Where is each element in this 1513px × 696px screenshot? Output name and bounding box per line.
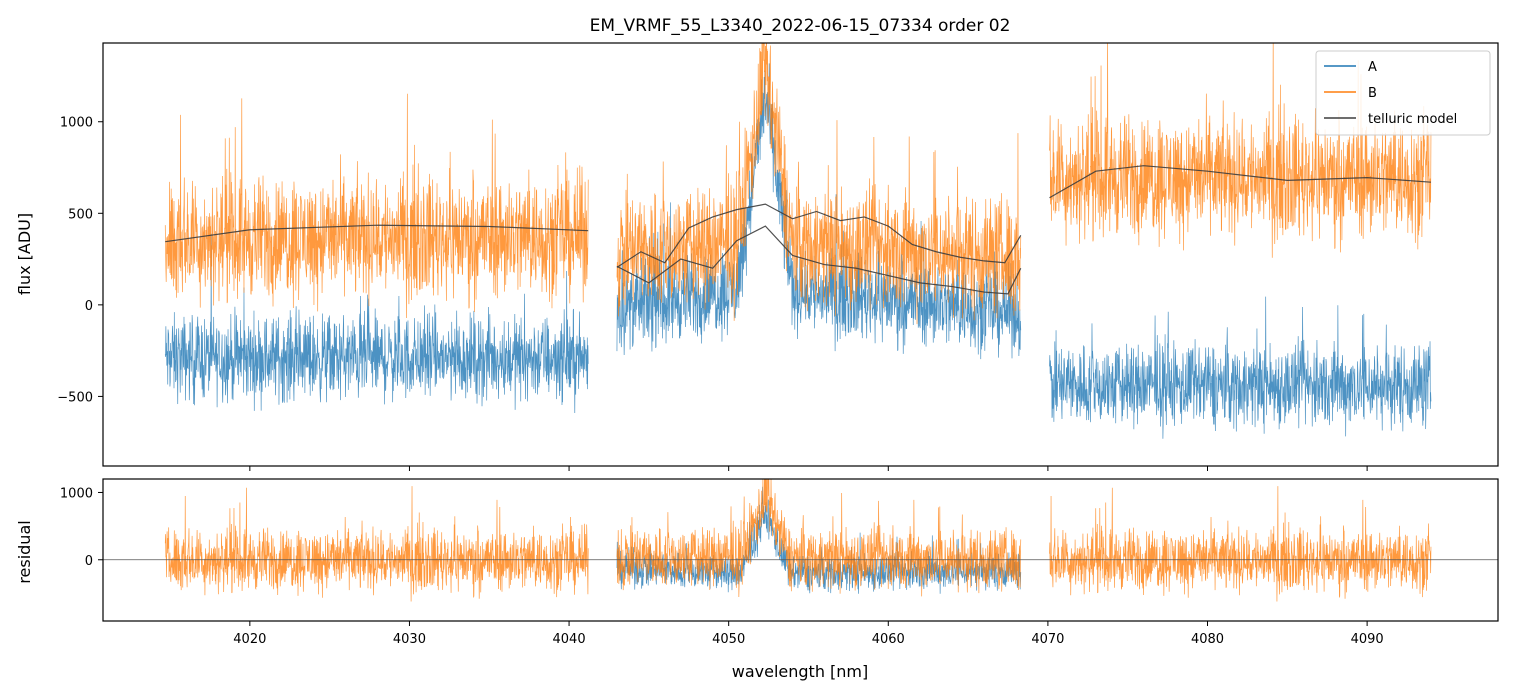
x-tick-label: 4020	[233, 632, 266, 647]
x-tick-label: 4030	[393, 632, 426, 647]
residual-axes-frame	[102, 478, 1499, 622]
residual-plot-area	[103, 479, 1498, 602]
flux-plot-area	[164, 43, 1432, 439]
x-tick-label: 4050	[712, 632, 745, 647]
legend-label-a: A	[1368, 60, 1377, 75]
flux-panel: 1000 500 0 −500 flux [ADU] A B telluric mod…	[15, 42, 1499, 471]
telluric-model-line	[616, 225, 1022, 295]
x-tick-label: 4090	[1351, 632, 1384, 647]
residual-y-ticks: 1000 0	[60, 486, 103, 569]
residual-y-axis-label: residual	[15, 520, 34, 583]
series-b-line	[1049, 486, 1432, 602]
residual-panel: 1000 0 4020 4030 4040 4050 4060 4070 4080 4090 r…	[15, 478, 1499, 647]
series-b-line	[164, 486, 589, 602]
series-b-line	[616, 43, 1022, 325]
flux-y-ticks: 1000 500 0 −500	[57, 116, 103, 405]
series-b-line	[616, 479, 1022, 597]
chart-title: EM_VRMF_55_L3340_2022-06-15_07334 order …	[590, 16, 1011, 36]
x-axis-label: wavelength [nm]	[732, 662, 869, 681]
series-a-line	[164, 233, 589, 413]
y-tick-label: 500	[68, 207, 93, 222]
y-tick-label: −500	[57, 390, 93, 405]
legend-label-telluric: telluric model	[1368, 112, 1457, 127]
x-tick-label: 4060	[872, 632, 905, 647]
x-tick-label: 4080	[1191, 632, 1224, 647]
legend-box	[1315, 50, 1491, 136]
series-b-line	[164, 93, 589, 318]
x-tick-label: 4070	[1031, 632, 1064, 647]
y-tick-label: 0	[85, 299, 93, 314]
series-b-line	[1049, 43, 1432, 258]
y-tick-label: 1000	[60, 116, 93, 131]
residual-x-ticks: 4020 4030 4040 4050 4060 4070 4080 4090	[233, 621, 1384, 647]
y-tick-label: 0	[85, 554, 93, 569]
flux-y-axis-label: flux [ADU]	[15, 213, 34, 295]
telluric-model-line	[165, 165, 1432, 268]
flux-x-ticks	[249, 466, 1368, 471]
series-a-line	[1049, 296, 1432, 439]
legend-label-b: B	[1368, 86, 1377, 101]
flux-axes-frame	[102, 42, 1499, 467]
x-tick-label: 4040	[553, 632, 586, 647]
y-tick-label: 1000	[60, 486, 93, 501]
legend: A B telluric model	[1315, 50, 1491, 136]
